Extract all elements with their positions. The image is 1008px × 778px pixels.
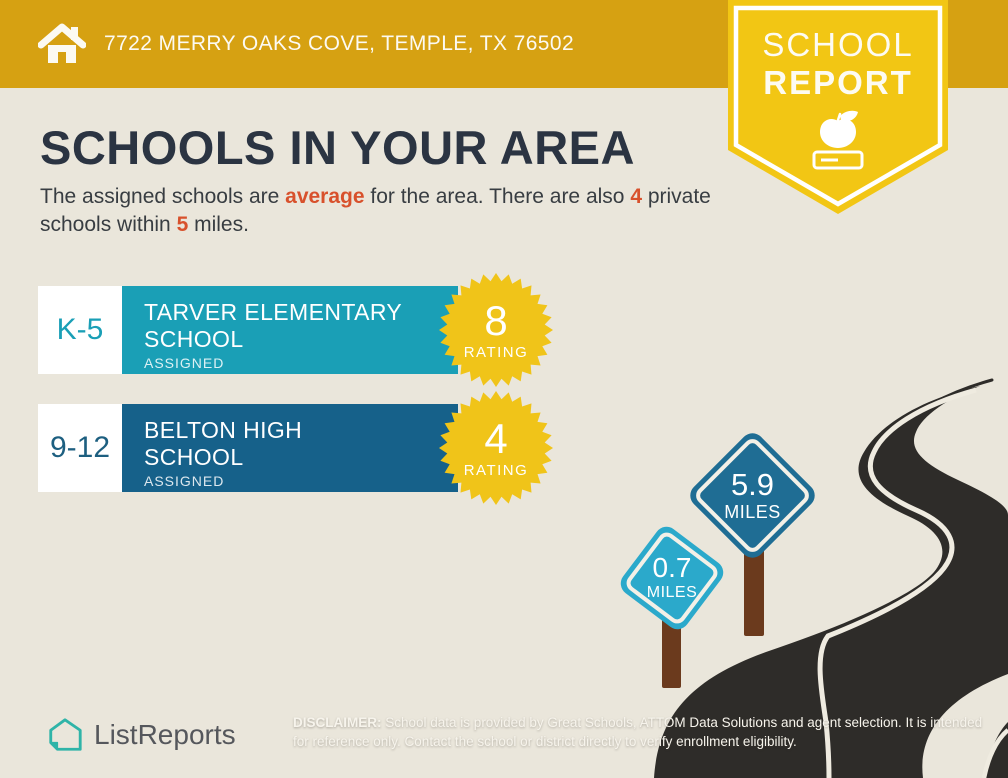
school-row-elementary: K-5 TARVER ELEMENTARY SCHOOL ASSIGNED 8 … bbox=[38, 273, 553, 387]
rating-label: RATING bbox=[463, 343, 529, 361]
disclaimer-label: DISCLAIMER: bbox=[293, 715, 382, 730]
distance-value: 0.7 bbox=[652, 552, 692, 583]
distance-unit: MILES bbox=[724, 501, 781, 522]
badge-title-line2: REPORT bbox=[763, 64, 913, 101]
rating-value: 8 bbox=[484, 296, 508, 344]
intro-p3: for the area. There are also bbox=[364, 185, 631, 208]
home-icon bbox=[38, 23, 86, 63]
intro-text: The assigned schools are average for the… bbox=[40, 183, 720, 238]
rating-badge: 8 RATING bbox=[438, 272, 554, 388]
school-name: TARVER ELEMENTARY SCHOOL bbox=[144, 298, 403, 352]
private-school-count: 4 bbox=[630, 185, 642, 208]
page-title: SCHOOLS IN YOUR AREA bbox=[40, 121, 635, 174]
intro-p5: private schools within bbox=[40, 185, 711, 236]
grade-range: 9-12 bbox=[38, 404, 122, 492]
listreports-logo: ListReports bbox=[46, 716, 236, 754]
rating-value: 4 bbox=[484, 414, 508, 462]
rating-quality-highlight: average bbox=[285, 185, 365, 208]
property-address: 7722 MERRY OAKS COVE, TEMPLE, TX 76502 bbox=[104, 32, 575, 55]
brand-name: ListReports bbox=[94, 719, 236, 750]
rating-badge: 4 RATING bbox=[438, 390, 554, 506]
school-row-high: 9-12 BELTON HIGH SCHOOL ASSIGNED 4 RATIN… bbox=[38, 391, 553, 505]
radius-miles: 5 bbox=[176, 212, 189, 236]
rating-label: RATING bbox=[463, 461, 529, 479]
school-name: BELTON HIGH SCHOOL bbox=[144, 416, 303, 470]
school-bar: BELTON HIGH SCHOOL ASSIGNED bbox=[122, 404, 458, 492]
distance-unit: MILES bbox=[646, 584, 698, 601]
sign-post-far bbox=[744, 540, 764, 636]
grade-range: K-5 bbox=[38, 286, 122, 374]
intro-p1: The assigned schools are bbox=[40, 185, 286, 208]
assigned-label: ASSIGNED bbox=[144, 355, 225, 372]
apple-book-icon bbox=[812, 110, 864, 170]
road-illustration bbox=[654, 378, 1008, 778]
school-bar: TARVER ELEMENTARY SCHOOL ASSIGNED bbox=[122, 286, 458, 374]
pennant-shape bbox=[728, 0, 948, 214]
distance-sign-elementary: 0.7 MILES bbox=[615, 521, 729, 635]
intro-p7: miles. bbox=[188, 212, 249, 236]
house-fold-icon bbox=[49, 718, 82, 751]
sign-post-near bbox=[662, 614, 681, 688]
school-report-badge: SCHOOL REPORT bbox=[728, 0, 948, 216]
disclaimer: DISCLAIMER: School data is provided by G… bbox=[293, 714, 990, 751]
distance-value: 5.9 bbox=[730, 466, 775, 502]
assigned-label: ASSIGNED bbox=[144, 473, 225, 490]
badge-title-line1: SCHOOL bbox=[762, 26, 914, 63]
disclaimer-text: School data is provided by Great Schools… bbox=[293, 715, 983, 749]
